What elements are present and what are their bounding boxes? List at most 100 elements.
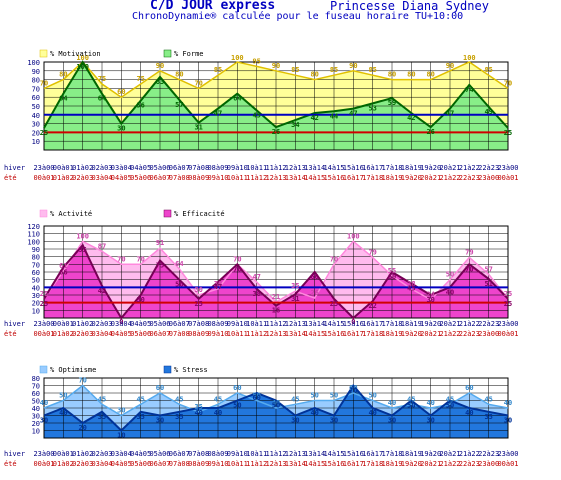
data-label: 25 (40, 290, 48, 298)
legend-swatch (163, 365, 172, 374)
x-tick-label-summer: 05à06 (130, 460, 151, 468)
y-tick-label: 40 (32, 284, 40, 292)
legend-swatch (39, 49, 48, 58)
legend-swatch (163, 209, 172, 218)
row-label-summer: été (4, 460, 17, 468)
x-tick-label-summer: 23à00 (478, 460, 499, 468)
x-tick-label-summer: 02à03 (72, 460, 93, 468)
x-tick-label-winter: 22à23 (478, 450, 499, 458)
data-label: 95 (78, 246, 86, 254)
x-tick-label-winter: 16à17 (362, 320, 383, 328)
y-tick-label: 50 (32, 277, 40, 285)
x-tick-label-winter: 13à14 (304, 450, 325, 458)
x-tick-label-winter: 23à00 (497, 320, 518, 328)
data-label: 21 (272, 293, 280, 301)
x-tick-label-summer: 23à00 (478, 174, 499, 182)
y-tick-label: 70 (32, 261, 40, 269)
x-tick-label-winter: 19à20 (420, 320, 441, 328)
data-label: 90 (272, 62, 280, 70)
x-tick-label-summer: 07à08 (169, 460, 190, 468)
data-label: 60 (465, 384, 473, 392)
x-tick-label-summer: 15à16 (323, 174, 344, 182)
y-tick-label: 120 (27, 223, 40, 231)
data-label: 80 (310, 71, 318, 79)
x-tick-label-winter: 23à00 (33, 450, 54, 458)
data-label: 60 (252, 394, 260, 402)
x-tick-label-summer: 07à08 (169, 174, 190, 182)
x-tick-label-winter: 18à19 (401, 164, 422, 172)
x-tick-label-winter: 17à18 (381, 164, 402, 172)
x-tick-label-summer: 02à03 (72, 330, 93, 338)
data-label: 26 (426, 128, 434, 136)
x-tick-label-winter: 13à14 (304, 164, 325, 172)
data-label: 25 (330, 300, 338, 308)
data-label: 87 (98, 242, 106, 250)
data-label: 90 (156, 62, 164, 70)
data-label: 64 (98, 95, 106, 103)
data-label: 45 (407, 395, 415, 403)
x-tick-label-summer: 12à13 (265, 330, 286, 338)
data-label: 64 (233, 95, 241, 103)
data-label: 60 (310, 273, 318, 281)
data-label: 25 (40, 300, 48, 308)
header: C/D JOUR express Princesse Diana Sydney … (0, 0, 561, 24)
x-tick-label-winter: 04à05 (130, 164, 151, 172)
y-tick-label: 50 (32, 398, 40, 406)
data-label: 60 (388, 273, 396, 281)
y-tick-label: 110 (27, 231, 40, 239)
data-label: 35 (194, 403, 202, 411)
x-tick-label-winter: 01à02 (72, 320, 93, 328)
x-tick-label-winter: 06à07 (169, 164, 190, 172)
x-tick-label-summer: 17à18 (362, 174, 383, 182)
y-tick-label: 60 (32, 269, 40, 277)
data-label: 42 (98, 287, 106, 295)
x-tick-label-summer: 14à15 (304, 460, 325, 468)
y-tick-label: 70 (32, 85, 40, 93)
x-tick-label-summer: 13à14 (285, 460, 306, 468)
data-label: 50 (368, 392, 376, 400)
data-label: 75 (136, 75, 144, 83)
x-tick-label-summer: 10à11 (227, 460, 248, 468)
x-tick-label-summer: 19à20 (401, 460, 422, 468)
data-label: 35 (291, 282, 299, 290)
data-label: 45 (175, 395, 183, 403)
x-tick-label-winter: 17à18 (381, 320, 402, 328)
x-tick-label-summer: 04à05 (111, 174, 132, 182)
data-label: 85 (484, 66, 492, 74)
x-tick-label-winter: 21à22 (459, 450, 480, 458)
x-tick-label-winter: 10à11 (246, 450, 267, 458)
y-tick-label: 90 (32, 68, 40, 76)
x-tick-label-summer: 09à10 (207, 330, 228, 338)
x-tick-label-summer: 05à06 (130, 174, 151, 182)
data-label: 85 (330, 66, 338, 74)
x-tick-label-summer: 22à23 (459, 330, 480, 338)
legend-label: % Stress (174, 366, 208, 374)
data-label: 30 (40, 417, 48, 425)
data-label: 50 (59, 392, 67, 400)
data-label: 40 (426, 399, 434, 407)
data-label: 45 (214, 395, 222, 403)
data-label: 79 (368, 248, 376, 256)
x-tick-label-summer: 02à03 (72, 174, 93, 182)
legend-label: % Optimisme (50, 366, 96, 374)
data-label: 50 (272, 402, 280, 410)
x-tick-label-summer: 11à12 (246, 460, 267, 468)
data-label: 30 (330, 417, 338, 425)
legend-label: % Motivation (50, 50, 101, 58)
x-tick-label-winter: 14à15 (323, 450, 344, 458)
data-label: 85 (368, 66, 376, 74)
x-tick-label-summer: 11à12 (246, 330, 267, 338)
x-tick-label-summer: 14à15 (304, 330, 325, 338)
data-label: 45 (446, 395, 454, 403)
data-label: 44 (330, 112, 338, 120)
legend-swatch (39, 365, 48, 374)
y-tick-label: 100 (27, 59, 40, 67)
x-tick-label-winter: 23à00 (33, 164, 54, 172)
data-label: 80 (426, 71, 434, 79)
data-label: 47 (252, 273, 260, 281)
x-tick-label-winter: 02à03 (91, 450, 112, 458)
legend-swatch (163, 49, 172, 58)
y-tick-label: 30 (32, 413, 40, 421)
legend-swatch (39, 209, 48, 218)
